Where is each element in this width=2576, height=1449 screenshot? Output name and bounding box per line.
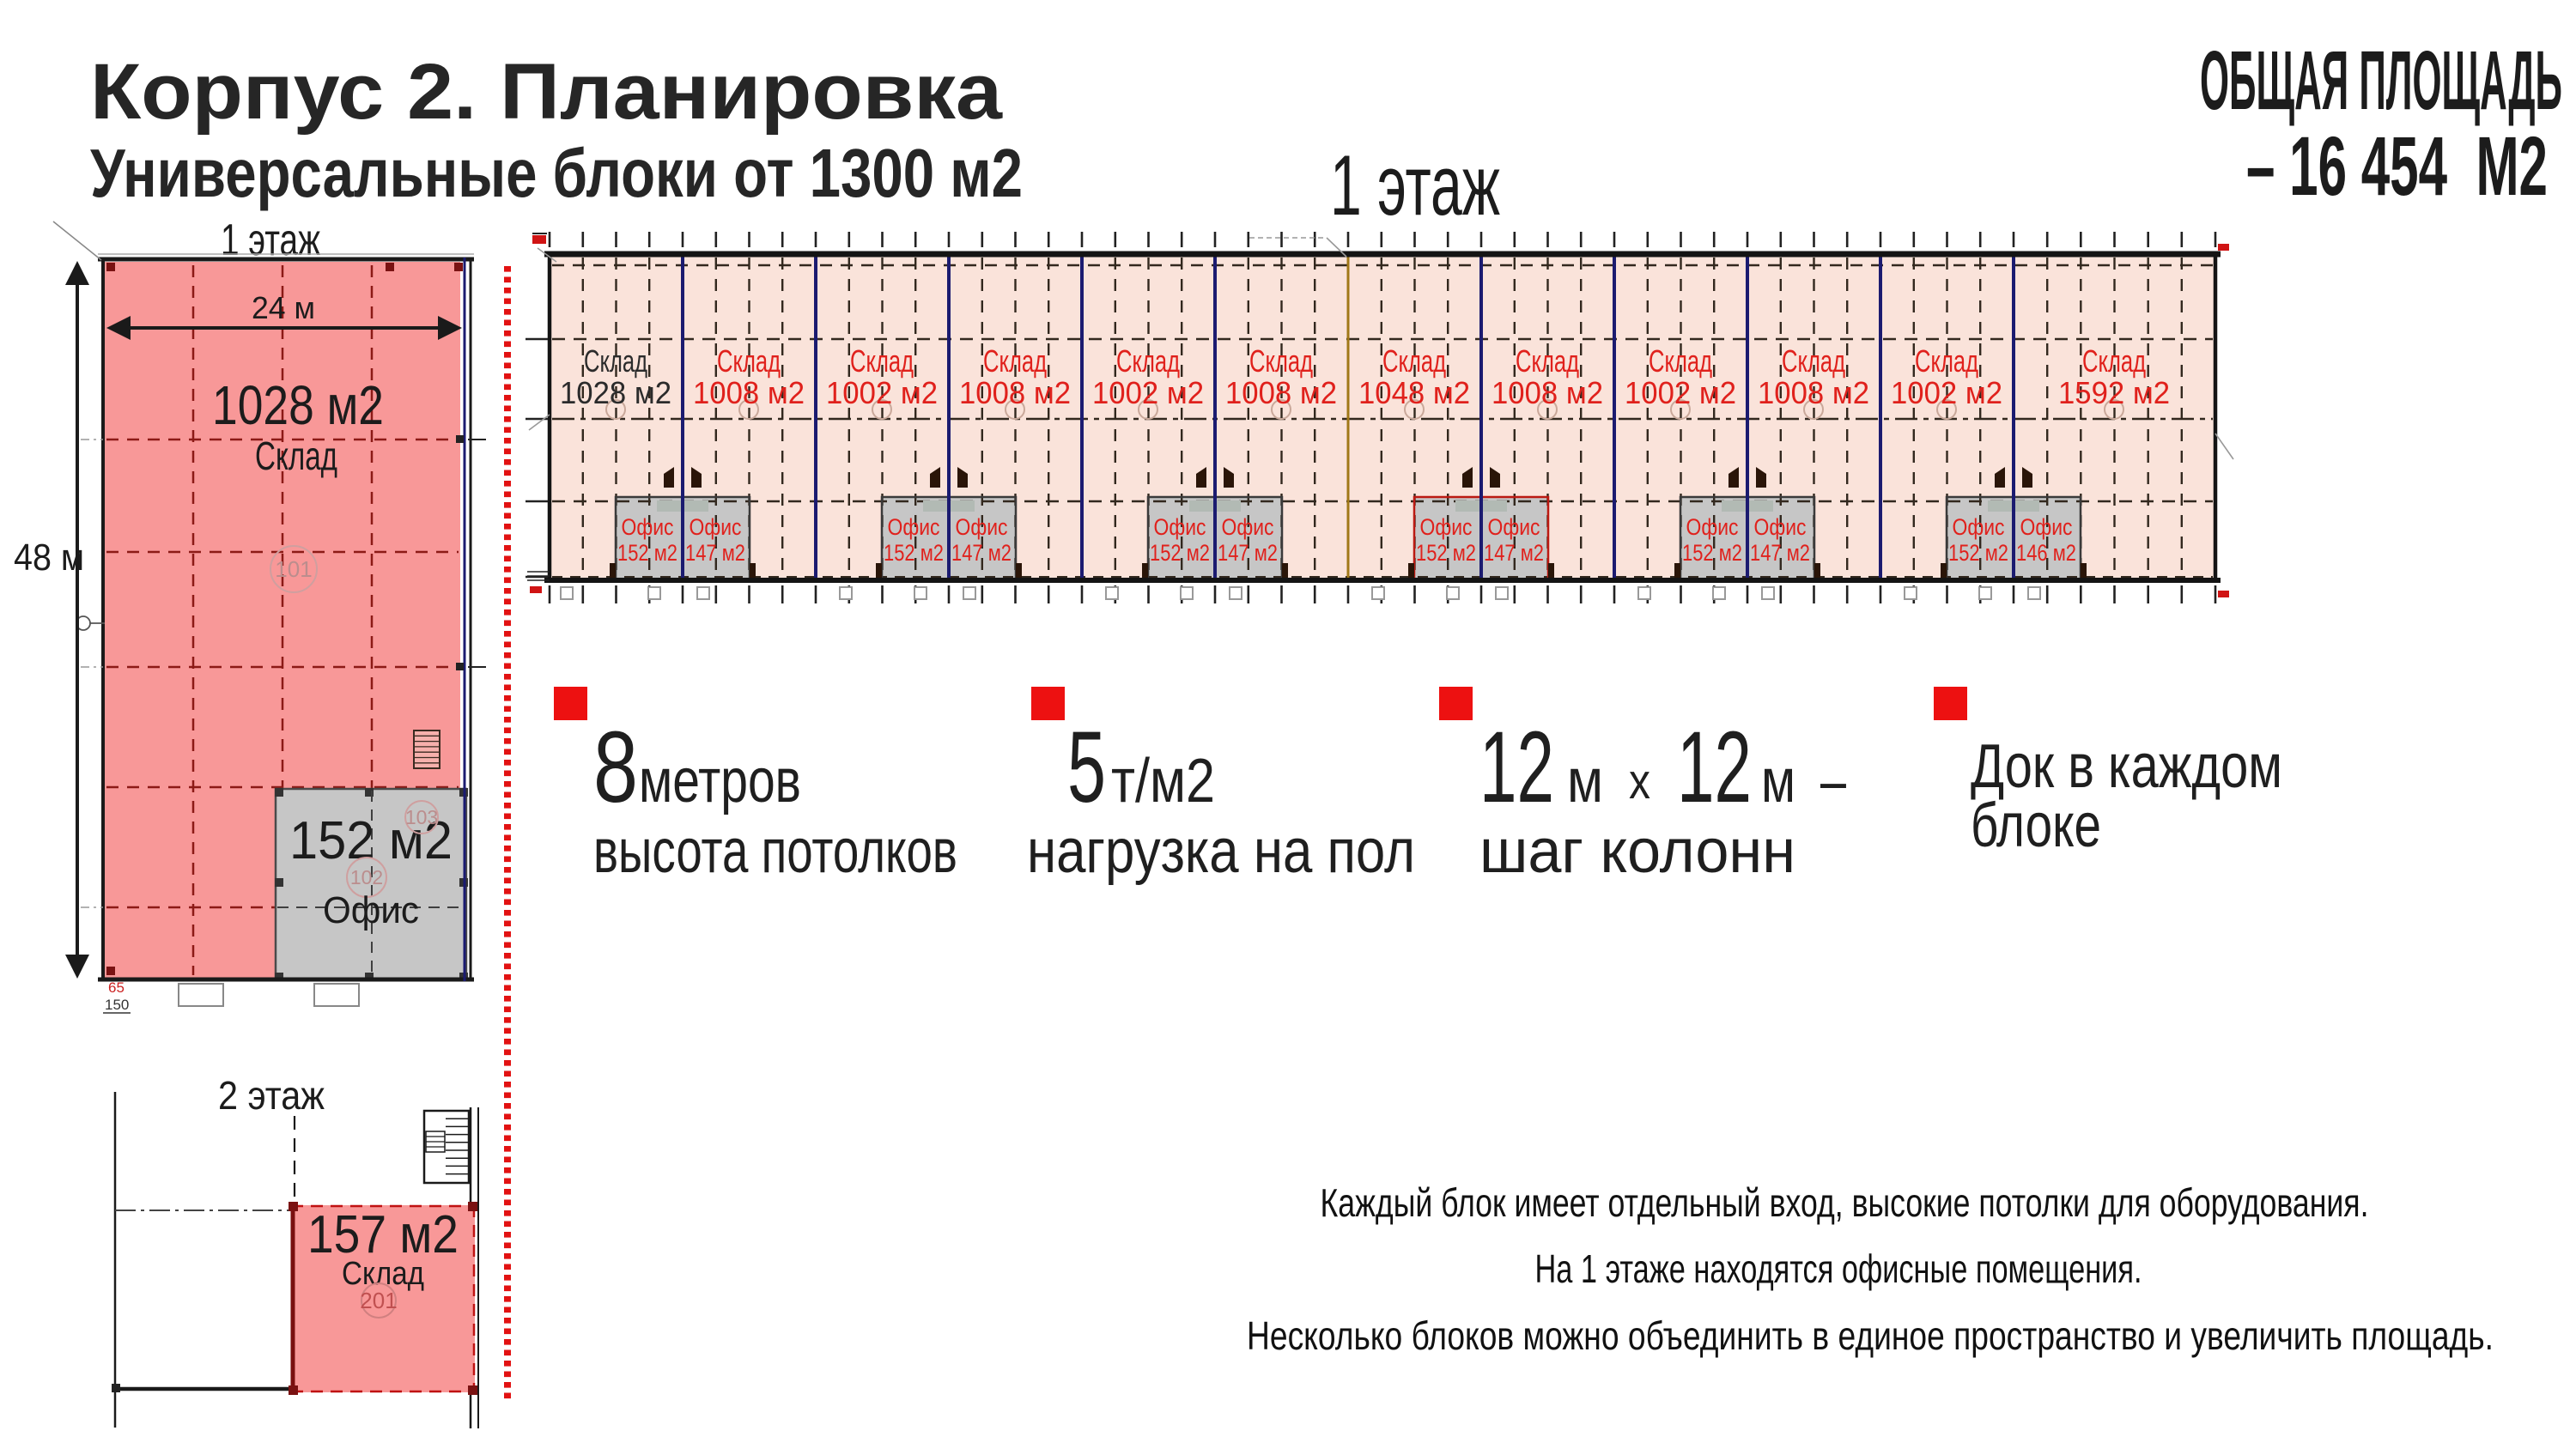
svg-text:Склад: Склад	[1382, 343, 1446, 379]
svg-text:1592 м2: 1592 м2	[2058, 375, 2170, 410]
svg-text:147 м2: 147 м2	[1484, 540, 1544, 566]
svg-text:150: 150	[105, 997, 129, 1013]
svg-text:146 м2: 146 м2	[2016, 540, 2076, 566]
svg-text:5: 5	[1067, 711, 1106, 824]
svg-text:1048 м2: 1048 м2	[1358, 375, 1470, 410]
svg-text:1002 м2: 1002 м2	[1625, 375, 1736, 410]
svg-text:2 этаж: 2 этаж	[218, 1073, 325, 1118]
svg-text:1008 м2: 1008 м2	[959, 375, 1071, 410]
svg-text:157 м2: 157 м2	[307, 1205, 459, 1264]
svg-text:12: 12	[1479, 711, 1554, 824]
svg-text:Склад: Склад	[983, 343, 1047, 379]
svg-text:201: 201	[360, 1288, 397, 1313]
svg-text:Офис: Офис	[1222, 514, 1274, 540]
svg-text:Склад: Склад	[584, 343, 647, 379]
svg-text:12: 12	[1677, 711, 1752, 824]
svg-text:1002 м2: 1002 м2	[1092, 375, 1204, 410]
svg-text:блоке: блоке	[1971, 791, 2101, 860]
svg-text:м: м	[1761, 747, 1795, 815]
svg-text:–: –	[1820, 747, 1847, 815]
svg-text:Склад: Склад	[1116, 343, 1180, 379]
svg-text:Склад: Склад	[717, 343, 781, 379]
svg-text:м: м	[1567, 747, 1603, 815]
svg-text:152 м2: 152 м2	[884, 540, 944, 566]
svg-text:– 16 454 М2: – 16 454 М2	[2246, 119, 2548, 213]
svg-text:Офис: Офис	[2020, 514, 2073, 540]
svg-text:24 м: 24 м	[252, 290, 315, 325]
svg-text:1008 м2: 1008 м2	[1758, 375, 1869, 410]
svg-text:152 м2: 152 м2	[1948, 540, 2008, 566]
svg-text:Склад: Склад	[1516, 343, 1579, 379]
svg-text:Склад: Склад	[1649, 343, 1712, 379]
svg-text:Склад: Склад	[342, 1256, 424, 1292]
svg-text:высота потолков: высота потолков	[593, 817, 957, 886]
svg-text:Офис: Офис	[1420, 514, 1473, 540]
svg-text:65: 65	[108, 979, 125, 996]
svg-text:Офис: Офис	[622, 514, 674, 540]
svg-text:нагрузка на пол: нагрузка на пол	[1027, 817, 1415, 886]
svg-text:Склад: Склад	[1249, 343, 1313, 379]
svg-text:147 м2: 147 м2	[685, 540, 745, 566]
svg-text:т/м2: т/м2	[1111, 747, 1215, 815]
svg-text:Склад: Склад	[850, 343, 914, 379]
svg-text:Универсальные блоки от 1300 м2: Универсальные блоки от 1300 м2	[90, 135, 1023, 211]
svg-text:152 м2: 152 м2	[617, 540, 677, 566]
svg-text:Склад: Склад	[255, 433, 337, 478]
svg-text:1008 м2: 1008 м2	[1492, 375, 1603, 410]
svg-text:147 м2: 147 м2	[1750, 540, 1810, 566]
svg-text:Склад: Склад	[1782, 343, 1845, 379]
svg-text:Офис: Офис	[1953, 514, 2005, 540]
svg-text:147 м2: 147 м2	[1218, 540, 1278, 566]
svg-text:ОБЩАЯ ПЛОЩАДЬ: ОБЩАЯ ПЛОЩАДЬ	[2200, 33, 2562, 127]
svg-text:8: 8	[593, 711, 638, 824]
svg-text:Офис: Офис	[690, 514, 742, 540]
svg-text:1002 м2: 1002 м2	[1891, 375, 2002, 410]
svg-text:101: 101	[275, 556, 312, 582]
svg-text:1008 м2: 1008 м2	[1225, 375, 1337, 410]
svg-text:Офис: Офис	[888, 514, 940, 540]
svg-text:1028 м2: 1028 м2	[212, 374, 384, 436]
svg-text:48 м: 48 м	[14, 537, 84, 579]
svg-text:1028 м2: 1028 м2	[560, 375, 671, 410]
svg-text:Док в каждом: Док в каждом	[1971, 732, 2282, 801]
svg-text:152 м2: 152 м2	[289, 811, 453, 870]
svg-text:Офис: Офис	[1754, 514, 1807, 540]
svg-text:шаг колонн: шаг колонн	[1479, 817, 1795, 886]
svg-text:Офис: Офис	[1488, 514, 1540, 540]
svg-text:Склад: Склад	[2082, 343, 2146, 379]
svg-text:152 м2: 152 м2	[1416, 540, 1476, 566]
svg-text:Каждый блок имеет отдельный вх: Каждый блок имеет отдельный вход, высоки…	[1321, 1180, 2369, 1225]
svg-text:На 1 этаже находятся офисные п: На 1 этаже находятся офисные помещения.	[1535, 1246, 2142, 1291]
svg-text:Офис: Офис	[323, 889, 419, 931]
svg-text:Склад: Склад	[1915, 343, 1978, 379]
svg-text:1002 м2: 1002 м2	[826, 375, 938, 410]
svg-text:Офис: Офис	[1686, 514, 1739, 540]
svg-text:Корпус 2. Планировка: Корпус 2. Планировка	[90, 48, 1003, 136]
svg-text:Несколько блоков можно объедин: Несколько блоков можно объединить в един…	[1247, 1313, 2494, 1358]
svg-text:1 этаж: 1 этаж	[1330, 137, 1500, 233]
svg-text:1 этаж: 1 этаж	[221, 215, 320, 265]
svg-text:Офис: Офис	[1154, 514, 1206, 540]
svg-text:Офис: Офис	[956, 514, 1008, 540]
svg-text:152 м2: 152 м2	[1682, 540, 1742, 566]
svg-text:102: 102	[350, 866, 383, 888]
svg-text:1008 м2: 1008 м2	[693, 375, 805, 410]
svg-text:метров: метров	[639, 747, 801, 815]
svg-text:103: 103	[405, 806, 438, 828]
svg-text:х: х	[1629, 754, 1650, 809]
svg-text:152 м2: 152 м2	[1150, 540, 1210, 566]
svg-text:147 м2: 147 м2	[951, 540, 1012, 566]
